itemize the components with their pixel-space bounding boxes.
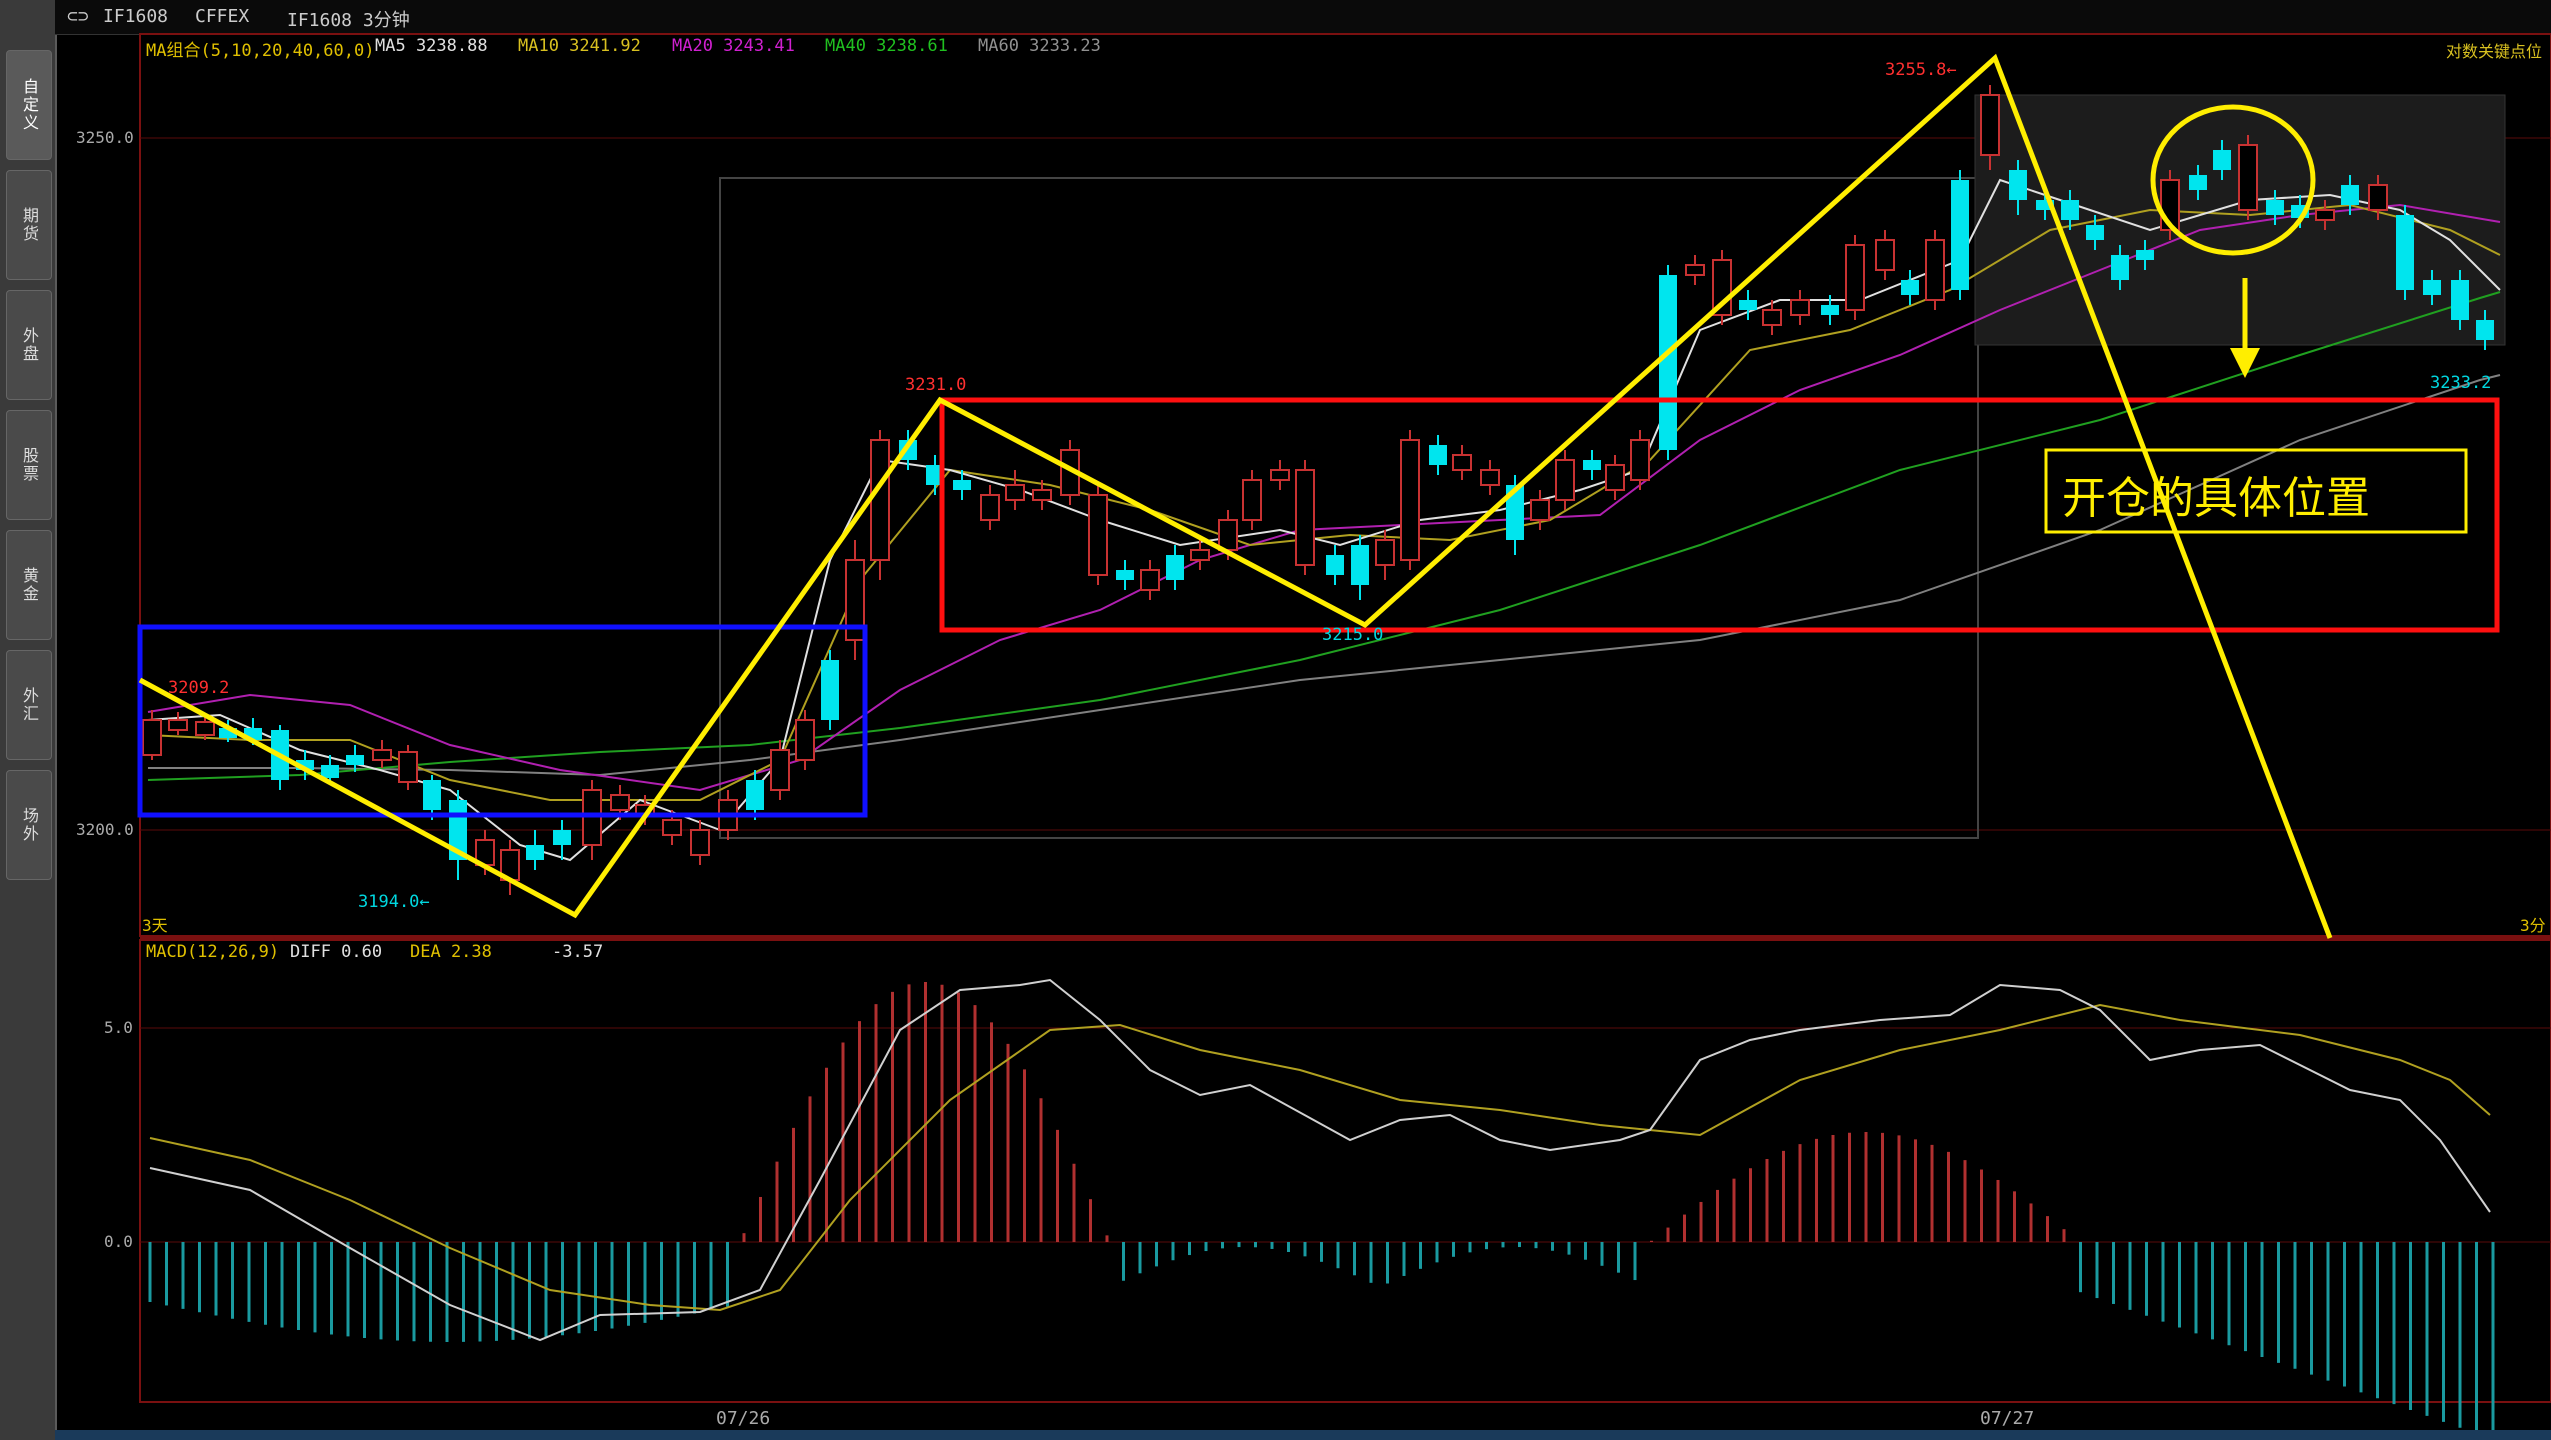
consolidation-box xyxy=(719,177,1979,839)
macd-dea-line xyxy=(149,1003,2491,1312)
chart-titlebar: ⊂⊃ IF1608 CFFEX IF1608 3分钟 xyxy=(55,0,2551,35)
sidebar: 自定义 期货 外盘 股票 黄金 外汇 场外 xyxy=(0,0,57,1440)
start-annotation: 3209.2 xyxy=(168,678,230,698)
period-label: IF1608 3分钟 xyxy=(287,10,410,31)
symbol-label: IF1608 xyxy=(103,6,169,27)
sidebar-tab-futures[interactable]: 期货 xyxy=(6,170,52,280)
right-corner-label: 3分 xyxy=(2520,916,2546,935)
sidebar-tab-forex[interactable]: 外汇 xyxy=(6,650,52,760)
sidebar-tab-custom[interactable]: 自定义 xyxy=(6,50,52,160)
highlight-circle xyxy=(2150,104,2316,256)
sidebar-tab-gold[interactable]: 黄金 xyxy=(6,530,52,640)
ma10-line xyxy=(147,203,2501,801)
ma60-legend: MA60 3233.23 xyxy=(978,36,1101,56)
ma60-line xyxy=(148,374,2501,777)
peak-annotation: 3231.0 xyxy=(905,375,967,395)
ma20-legend: MA20 3243.41 xyxy=(672,36,795,56)
exchange-label: CFFEX xyxy=(195,6,250,27)
low-annotation: 3194.0← xyxy=(358,892,430,912)
high-annotation: 3255.8← xyxy=(1885,60,1957,80)
callout-box xyxy=(2044,448,2468,534)
left-corner-label: 3天 xyxy=(142,916,168,935)
sidebar-tab-otc[interactable]: 场外 xyxy=(6,770,52,880)
sidebar-tab-foreign-market[interactable]: 外盘 xyxy=(6,290,52,400)
macd-y-label-5: 5.0 xyxy=(104,1018,133,1037)
macd-frame xyxy=(139,939,2551,1403)
ma40-line xyxy=(147,291,2501,781)
main-chart-frame xyxy=(139,33,2551,937)
trough-annotation: 3215.0 xyxy=(1322,625,1384,645)
macd-label: MACD(12,26,9) xyxy=(146,942,280,962)
y-label-3250: 3250.0 xyxy=(76,128,134,147)
status-bar xyxy=(55,1430,2551,1440)
link-icon[interactable]: ⊂⊃ xyxy=(67,6,89,27)
callout-text: 开仓的具体位置 xyxy=(2062,473,2370,524)
ma5-legend: MA5 3238.88 xyxy=(375,36,488,56)
macd-diff-line xyxy=(149,978,2491,1342)
blue-range-box xyxy=(137,624,868,818)
macd-diff-value: DIFF 0.60 xyxy=(290,942,383,962)
ma-legend-label: MA组合(5,10,20,40,60,0) xyxy=(146,41,375,61)
trend-zigzag-line xyxy=(138,53,2333,939)
y-label-3200: 3200.0 xyxy=(76,820,134,839)
macd-histogram xyxy=(148,982,2495,1440)
red-range-box xyxy=(939,397,2500,633)
sidebar-tab-stocks[interactable]: 股票 xyxy=(6,410,52,520)
macd-y-label-0: 0.0 xyxy=(104,1232,133,1251)
macd-value: -3.57 xyxy=(552,942,604,962)
x-label-0727: 07/27 xyxy=(1980,1408,2035,1429)
right-key-label: 对数关键点位 xyxy=(2446,42,2543,61)
ma40-legend: MA40 3238.61 xyxy=(825,36,948,56)
macd-dea-value: DEA 2.38 xyxy=(410,942,492,962)
x-label-0726: 07/26 xyxy=(716,1408,771,1429)
down-arrow-icon xyxy=(2230,348,2260,378)
last-annotation: 3233.2 xyxy=(2430,373,2492,393)
ma10-legend: MA10 3241.92 xyxy=(518,36,641,56)
